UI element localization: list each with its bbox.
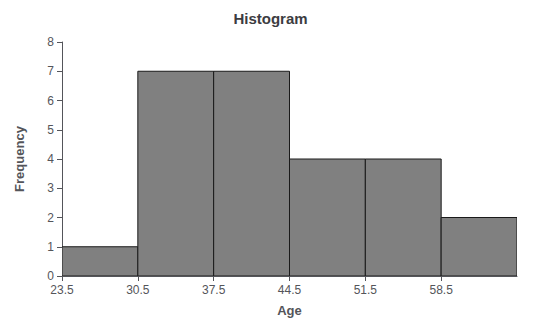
svg-text:5: 5	[47, 123, 54, 137]
svg-text:37.5: 37.5	[202, 283, 226, 297]
svg-text:0: 0	[47, 269, 54, 283]
svg-text:Histogram: Histogram	[233, 10, 307, 27]
svg-text:30.5: 30.5	[126, 283, 150, 297]
svg-text:58.5: 58.5	[429, 283, 453, 297]
svg-text:4: 4	[47, 152, 54, 166]
svg-text:51.5: 51.5	[354, 283, 378, 297]
svg-text:Age: Age	[277, 303, 302, 318]
svg-text:44.5: 44.5	[278, 283, 302, 297]
svg-text:Frequency: Frequency	[12, 125, 27, 192]
svg-text:7: 7	[47, 64, 54, 78]
svg-text:3: 3	[47, 181, 54, 195]
svg-text:6: 6	[47, 94, 54, 108]
svg-text:2: 2	[47, 211, 54, 225]
svg-text:23.5: 23.5	[50, 283, 74, 297]
svg-text:8: 8	[47, 35, 54, 49]
svg-text:1: 1	[47, 240, 54, 254]
